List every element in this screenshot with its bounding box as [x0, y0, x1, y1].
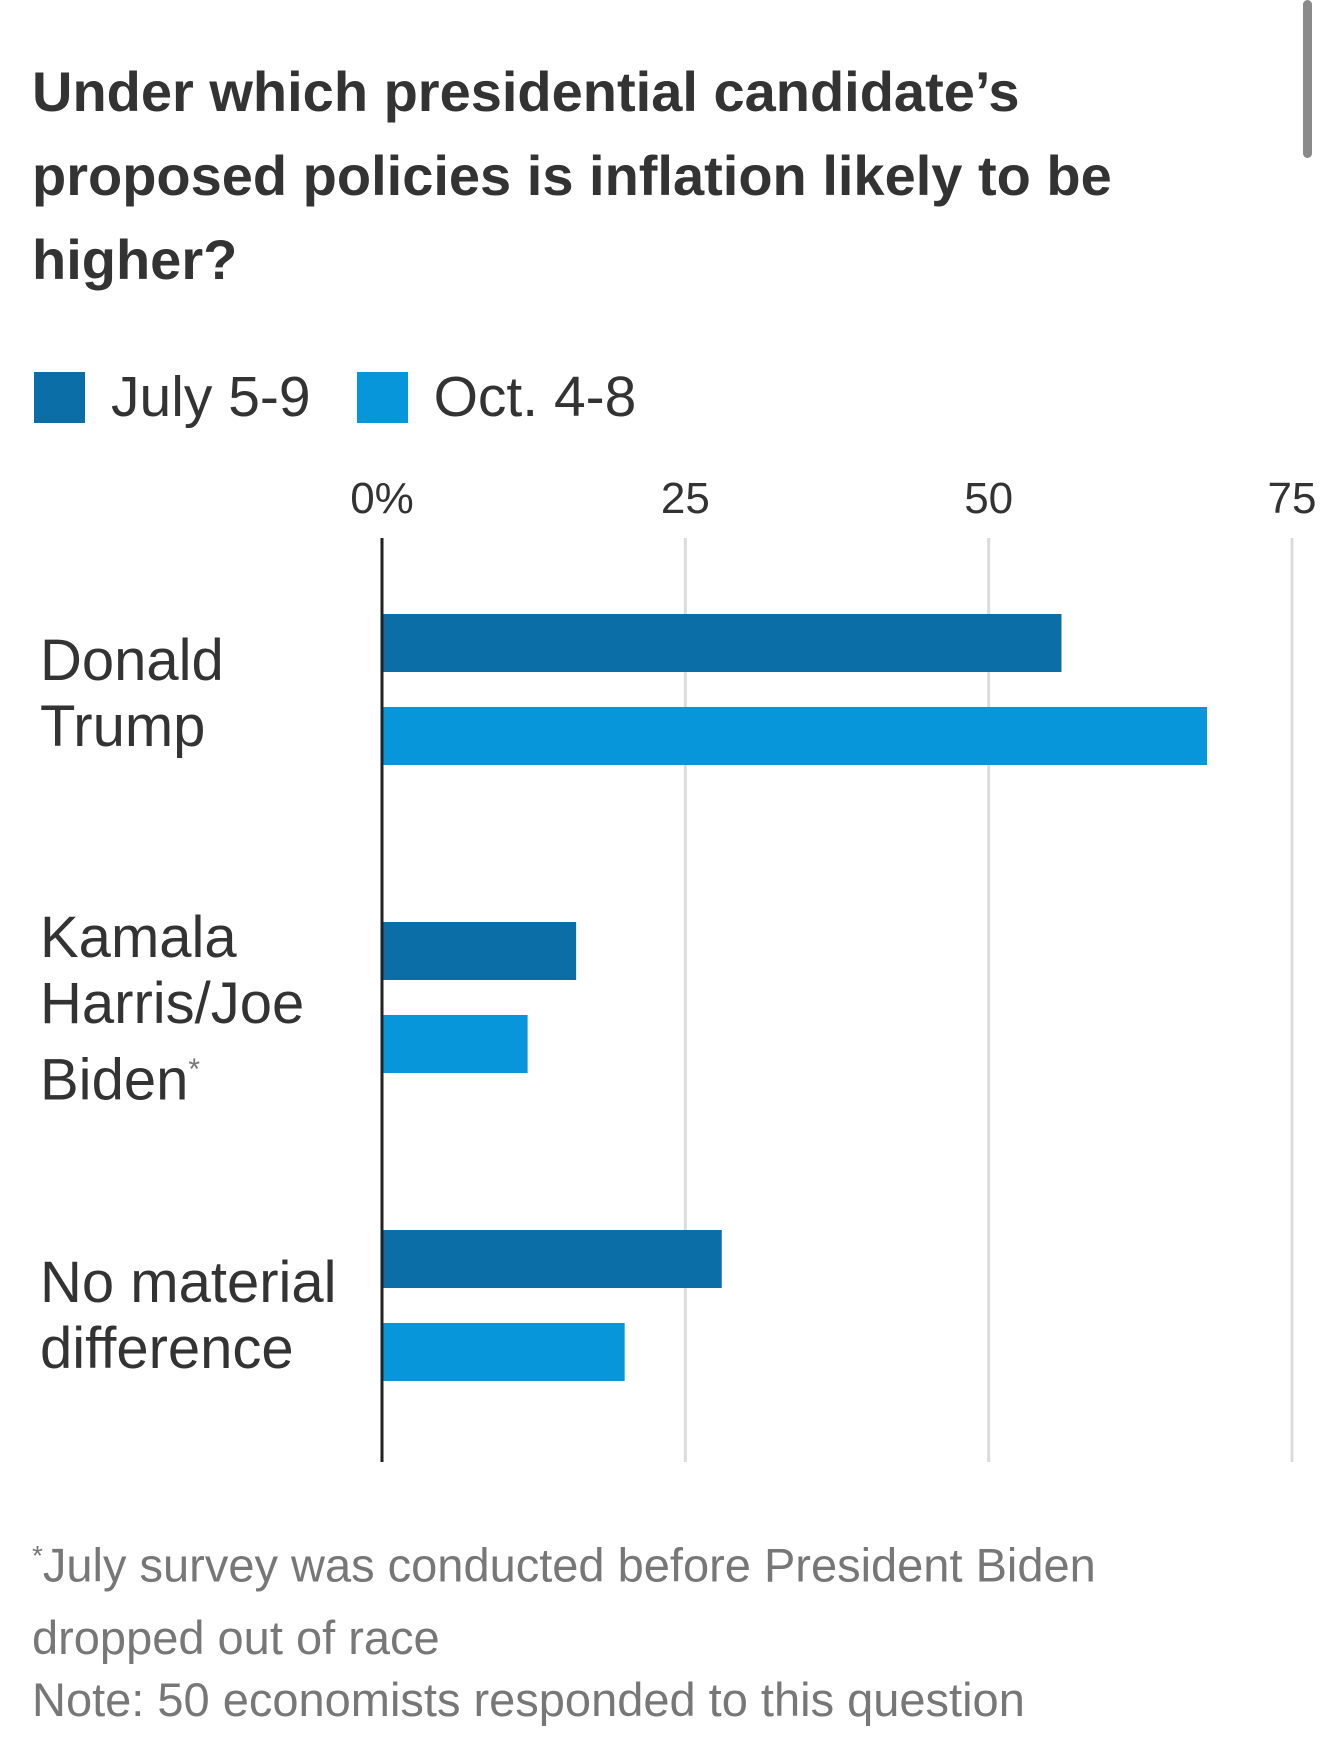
page-scrollbar[interactable] [1303, 0, 1312, 158]
category-label-line: Biden* [40, 1037, 380, 1113]
legend-item-july: July 5-9 [34, 364, 311, 430]
bar-oct-1 [382, 1015, 528, 1073]
chart-title: Under which presidential candidate’s pro… [32, 60, 1112, 291]
category-label-line: No material [40, 1250, 337, 1315]
category-label-no-difference: No material difference [40, 1250, 380, 1382]
category-label-harris-biden: Kamala Harris/Joe Biden* [40, 905, 380, 1113]
footnote-note: Note: 50 economists responded to this qu… [32, 1673, 1025, 1726]
category-label-line: difference [40, 1316, 294, 1381]
category-label-line: Kamala [40, 905, 237, 970]
legend-label-oct: Oct. 4-8 [433, 365, 637, 429]
bar-chart: 0% 25 50 75 [350, 474, 1317, 1462]
category-label-trump: Donald Trump [40, 628, 380, 760]
category-label-line: Donald [40, 628, 224, 693]
legend-label-july: July 5-9 [111, 365, 311, 429]
bar-oct-0 [382, 707, 1208, 765]
legend-item-oct: Oct. 4-8 [356, 364, 637, 430]
bar-oct-2 [382, 1323, 625, 1381]
footnote-line: July survey was conducted before Preside… [42, 1538, 1096, 1592]
footnote-asterisk: * [32, 1540, 43, 1571]
legend-swatch-oct [356, 371, 408, 423]
bar-july-0 [382, 614, 1062, 672]
footnote-line: dropped out of race [32, 1610, 440, 1664]
category-label-biden: Biden [40, 1047, 189, 1113]
footnote-survey: *July survey was conducted before Presid… [32, 1520, 1292, 1674]
category-label-line: Trump [40, 694, 206, 759]
legend: July 5-9 Oct. 4-8 [34, 362, 682, 432]
category-label-line: Harris/Joe [40, 971, 305, 1036]
legend-swatch-july [34, 371, 85, 423]
x-tick-label: 50 [964, 474, 1013, 523]
footnote-marker: * [188, 1053, 201, 1086]
x-tick-label: 0% [350, 474, 414, 523]
bar-july-1 [382, 922, 577, 980]
x-tick-label: 25 [661, 474, 710, 523]
bar-july-2 [382, 1230, 722, 1288]
x-tick-label: 75 [1268, 474, 1317, 523]
